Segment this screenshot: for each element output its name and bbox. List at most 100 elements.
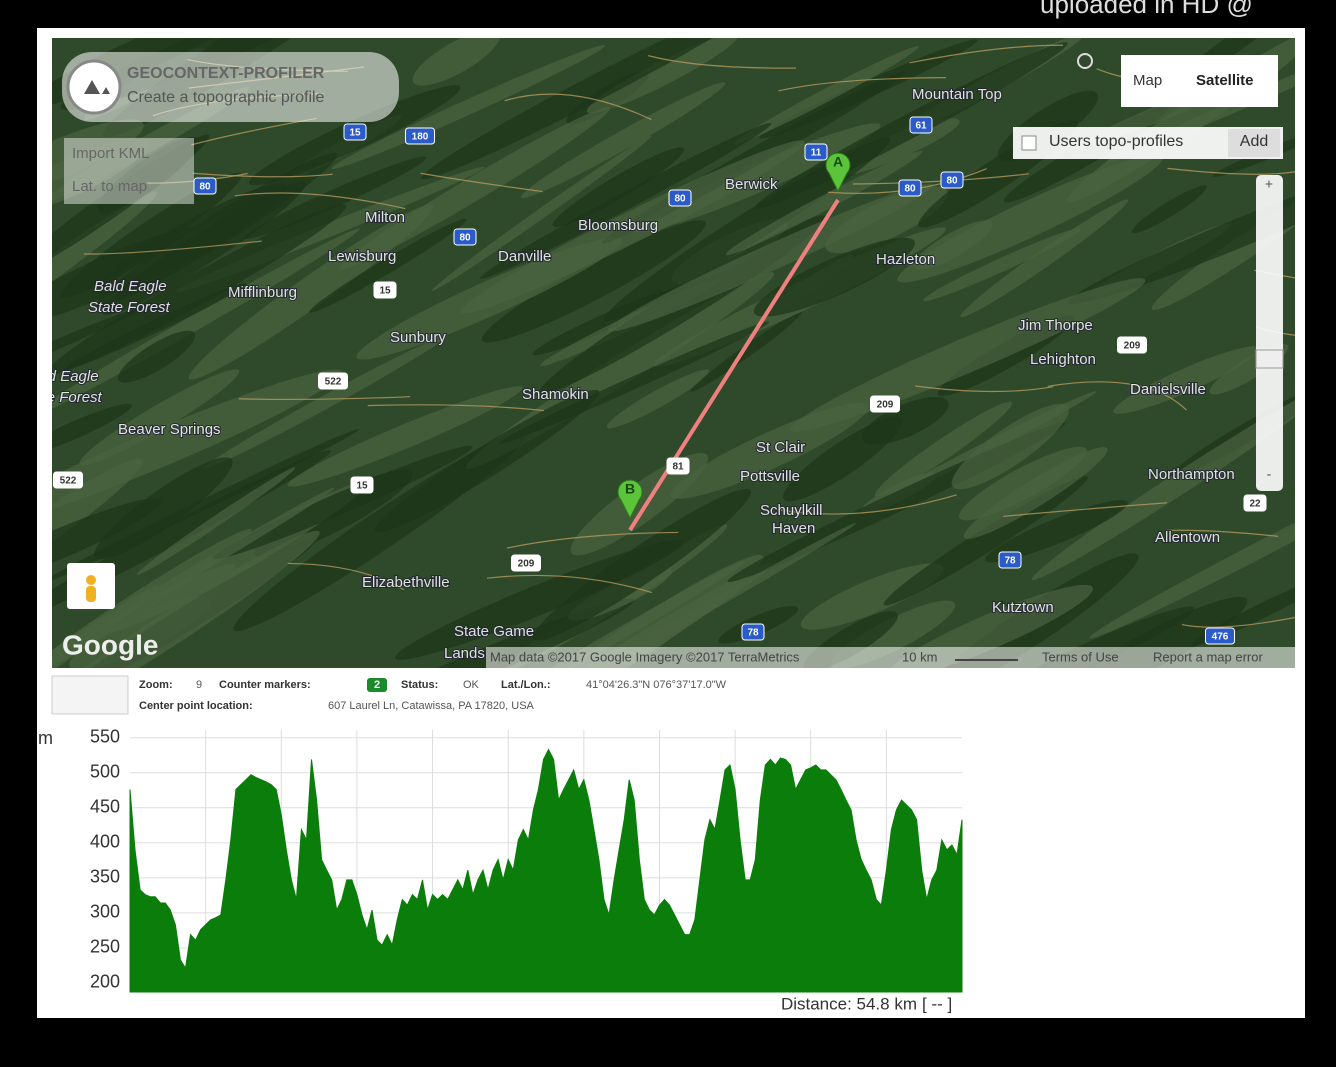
ridge <box>136 467 296 575</box>
ridge <box>883 476 1088 606</box>
status-text: 41°04'26.3"N 076°37'17.0"W <box>586 679 727 691</box>
attribution-bar <box>486 647 1295 668</box>
route-shield-label: 15 <box>379 286 391 297</box>
elevation-area <box>129 748 963 993</box>
place-label: Schuylkill <box>760 502 823 519</box>
road <box>1167 167 1295 175</box>
app-button[interactable]: Lat. to map <box>72 178 147 195</box>
ridge <box>52 119 144 195</box>
route-shield <box>453 228 477 246</box>
road <box>778 77 946 92</box>
markers-badge <box>367 678 387 692</box>
place-label: Pottsville <box>740 468 800 485</box>
status-text: Zoom: <box>139 679 173 691</box>
ridge <box>64 282 247 370</box>
y-tick-label: 350 <box>90 867 120 887</box>
pegman <box>86 575 96 585</box>
zoom-in[interactable]: + <box>1265 176 1273 192</box>
place-label: Danville <box>498 248 551 265</box>
watermark: uploaded in HD @ <box>1040 0 1253 19</box>
app-header <box>62 52 399 122</box>
route-shield <box>898 179 922 197</box>
ridge <box>52 530 320 668</box>
map[interactable]: Mountain Top Berwick Milton Bloomsburg Lewis… <box>0 0 1336 764</box>
users-label: Users topo-profiles <box>1049 133 1183 150</box>
route-shield-label: 81 <box>672 462 684 473</box>
y-tick-label: 550 <box>90 726 120 746</box>
ridge <box>825 186 948 254</box>
ridge <box>520 82 726 199</box>
route-shield <box>405 127 435 145</box>
app-subtitle: Create a topographic profile <box>127 89 325 106</box>
zoom-icon <box>1077 53 1093 69</box>
ridge <box>52 306 145 398</box>
map-type-button[interactable]: Satellite <box>1196 72 1254 89</box>
ridge <box>204 335 447 469</box>
route-shield-label: 522 <box>325 377 342 388</box>
marker[interactable] <box>825 152 851 193</box>
ridge <box>60 172 242 298</box>
attribution-text[interactable]: Report a map error <box>1153 649 1263 664</box>
road <box>234 192 406 210</box>
road <box>779 494 957 515</box>
road <box>504 93 652 121</box>
add-button[interactable] <box>1228 129 1280 157</box>
route-shield-label: 209 <box>518 559 535 570</box>
zoom-out[interactable]: - <box>1267 466 1272 482</box>
marker[interactable] <box>617 479 643 520</box>
ridge <box>951 403 1069 490</box>
status-text: OK <box>463 679 480 691</box>
route-shield-label: 78 <box>747 628 759 639</box>
attribution-text: Map data ©2017 Google Imagery ©2017 Terr… <box>490 649 800 664</box>
route-shield <box>193 177 217 195</box>
ridge <box>1113 346 1260 414</box>
ridge <box>95 152 338 308</box>
attribution-text: 10 km <box>902 649 937 664</box>
ridge <box>287 386 523 487</box>
y-axis-label: m <box>38 728 53 748</box>
ridge <box>52 204 347 376</box>
place-label: State Forest <box>88 299 171 316</box>
profile-toggle[interactable]: [ -- ] <box>922 994 952 1013</box>
place-label: State Forest <box>20 389 103 406</box>
place-label: Northampton <box>1148 466 1235 483</box>
users-checkbox[interactable] <box>1021 135 1037 151</box>
map-type-button[interactable]: Map <box>1133 72 1162 89</box>
route-shield <box>870 395 900 413</box>
app-button[interactable]: Import KML <box>72 145 150 162</box>
route-shield-label: 78 <box>1004 556 1016 567</box>
status-text: Center point location: <box>139 700 253 712</box>
route-shield-label: 209 <box>877 400 894 411</box>
ridge <box>52 498 162 589</box>
place-label: Mountain Top <box>912 86 1002 103</box>
marker-label: A <box>833 154 843 170</box>
ridge <box>1068 164 1295 305</box>
ridge <box>212 445 473 560</box>
ridge <box>608 183 934 332</box>
nav-buttons <box>51 675 129 715</box>
markers-count: 2 <box>374 679 380 691</box>
zoom-knob[interactable] <box>1255 349 1284 369</box>
ridge <box>783 417 903 502</box>
ridge <box>533 488 752 641</box>
ridge <box>874 401 1013 497</box>
status-text: 9 <box>196 679 202 691</box>
place-label: Bald Eagle <box>94 278 167 295</box>
road <box>486 574 652 594</box>
ridge <box>586 38 739 114</box>
place-label: Allentown <box>1155 529 1220 546</box>
ridge <box>958 446 1087 521</box>
ridge <box>1089 463 1295 639</box>
place-label: Milton <box>365 209 405 226</box>
ridge <box>790 278 1146 432</box>
ridge <box>99 564 236 635</box>
route-shield <box>998 551 1022 569</box>
status-text: Lat./Lon.: <box>501 679 551 691</box>
attribution-text[interactable]: Terms of Use <box>1042 649 1119 664</box>
google-logo: Google <box>62 629 158 660</box>
ridge <box>725 150 923 256</box>
place-label: Lewisburg <box>328 248 396 265</box>
place-label: State Game <box>454 623 534 640</box>
route-shield <box>666 457 690 475</box>
